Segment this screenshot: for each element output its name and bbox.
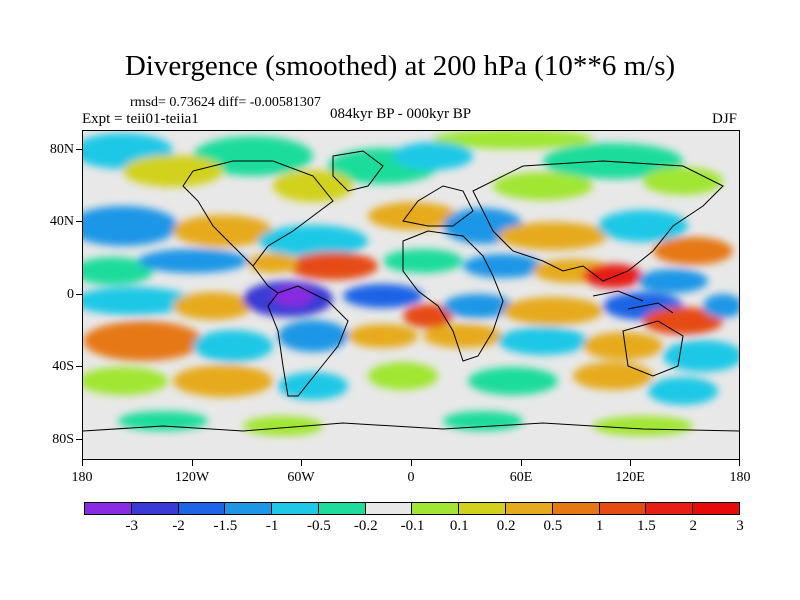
lat-tick: [76, 439, 82, 440]
colorbar-swatch: [317, 502, 366, 515]
lon-label-120w: 120W: [174, 470, 210, 485]
colorbar-swatch: [411, 502, 460, 515]
stats-label: rmsd= 0.73624 diff= -0.00581307: [130, 95, 321, 110]
lon-label-120e: 120E: [615, 470, 645, 485]
colorbar-swatch: [551, 502, 600, 515]
lon-tick: [521, 460, 522, 466]
colorbar-label: 3: [736, 518, 744, 534]
colorbar-swatch: [364, 502, 413, 515]
colorbar-label: 0.2: [496, 518, 516, 534]
period-label: 084kyr BP - 000kyr BP: [330, 106, 472, 122]
lon-tick: [630, 460, 631, 466]
colorbar-label: -0.5: [307, 518, 331, 534]
colorbar-label: -1.5: [213, 518, 238, 534]
map-panel: [82, 130, 740, 460]
colorbar-label: 0.1: [449, 518, 469, 534]
colorbar-label: 2: [689, 518, 697, 534]
lon-tick: [192, 460, 193, 466]
colorbar-label: 1.5: [637, 518, 656, 534]
lat-tick: [76, 149, 82, 150]
colorbar-swatch: [692, 502, 740, 515]
colorbar: [84, 502, 740, 515]
lat-tick: [76, 366, 82, 367]
experiment-label: Expt = teii01-teiia1: [82, 111, 199, 127]
lon-label-60e: 60E: [509, 470, 533, 485]
colorbar-label: -0.2: [353, 518, 378, 534]
lon-label-0: 0: [407, 470, 415, 485]
coastlines: [83, 150, 739, 432]
lon-tick: [301, 460, 302, 466]
colorbar-label: 1: [595, 518, 604, 534]
colorbar-swatch: [458, 502, 507, 515]
plot-title: Divergence (smoothed) at 200 hPa (10**6 …: [124, 50, 676, 82]
colorbar-swatch: [645, 502, 694, 515]
colorbar-swatch: [271, 502, 319, 515]
lat-label-40n: 40N: [49, 214, 74, 229]
colorbar-swatch: [177, 502, 226, 515]
colorbar-label: -0.1: [400, 518, 425, 534]
divergence-field: [83, 131, 739, 436]
lat-label-80n: 80N: [49, 142, 74, 157]
lat-label-40s: 40S: [52, 359, 74, 374]
colorbar-label: 0.5: [543, 518, 563, 534]
lon-label-180e: 180: [729, 470, 751, 485]
lon-tick: [739, 460, 740, 466]
colorbar-swatch: [505, 502, 553, 515]
lat-label-80s: 80S: [52, 432, 74, 447]
colorbar-swatch: [224, 502, 273, 515]
lon-tick: [411, 460, 412, 466]
colorbar-label: -2: [172, 518, 185, 534]
lon-tick: [82, 460, 83, 466]
colorbar-label: -3: [125, 518, 139, 534]
lon-label-180w: 180: [71, 470, 93, 485]
colorbar-label: -1: [265, 518, 279, 534]
lat-tick: [76, 294, 82, 295]
season-label: DJF: [712, 111, 738, 127]
lat-label-eq: 0: [67, 287, 74, 302]
lon-label-60w: 60W: [287, 470, 315, 485]
colorbar-swatch: [130, 502, 179, 515]
colorbar-swatch: [598, 502, 647, 515]
lat-tick: [76, 221, 82, 222]
colorbar-swatch: [84, 502, 132, 515]
divergence-map: [83, 131, 739, 436]
